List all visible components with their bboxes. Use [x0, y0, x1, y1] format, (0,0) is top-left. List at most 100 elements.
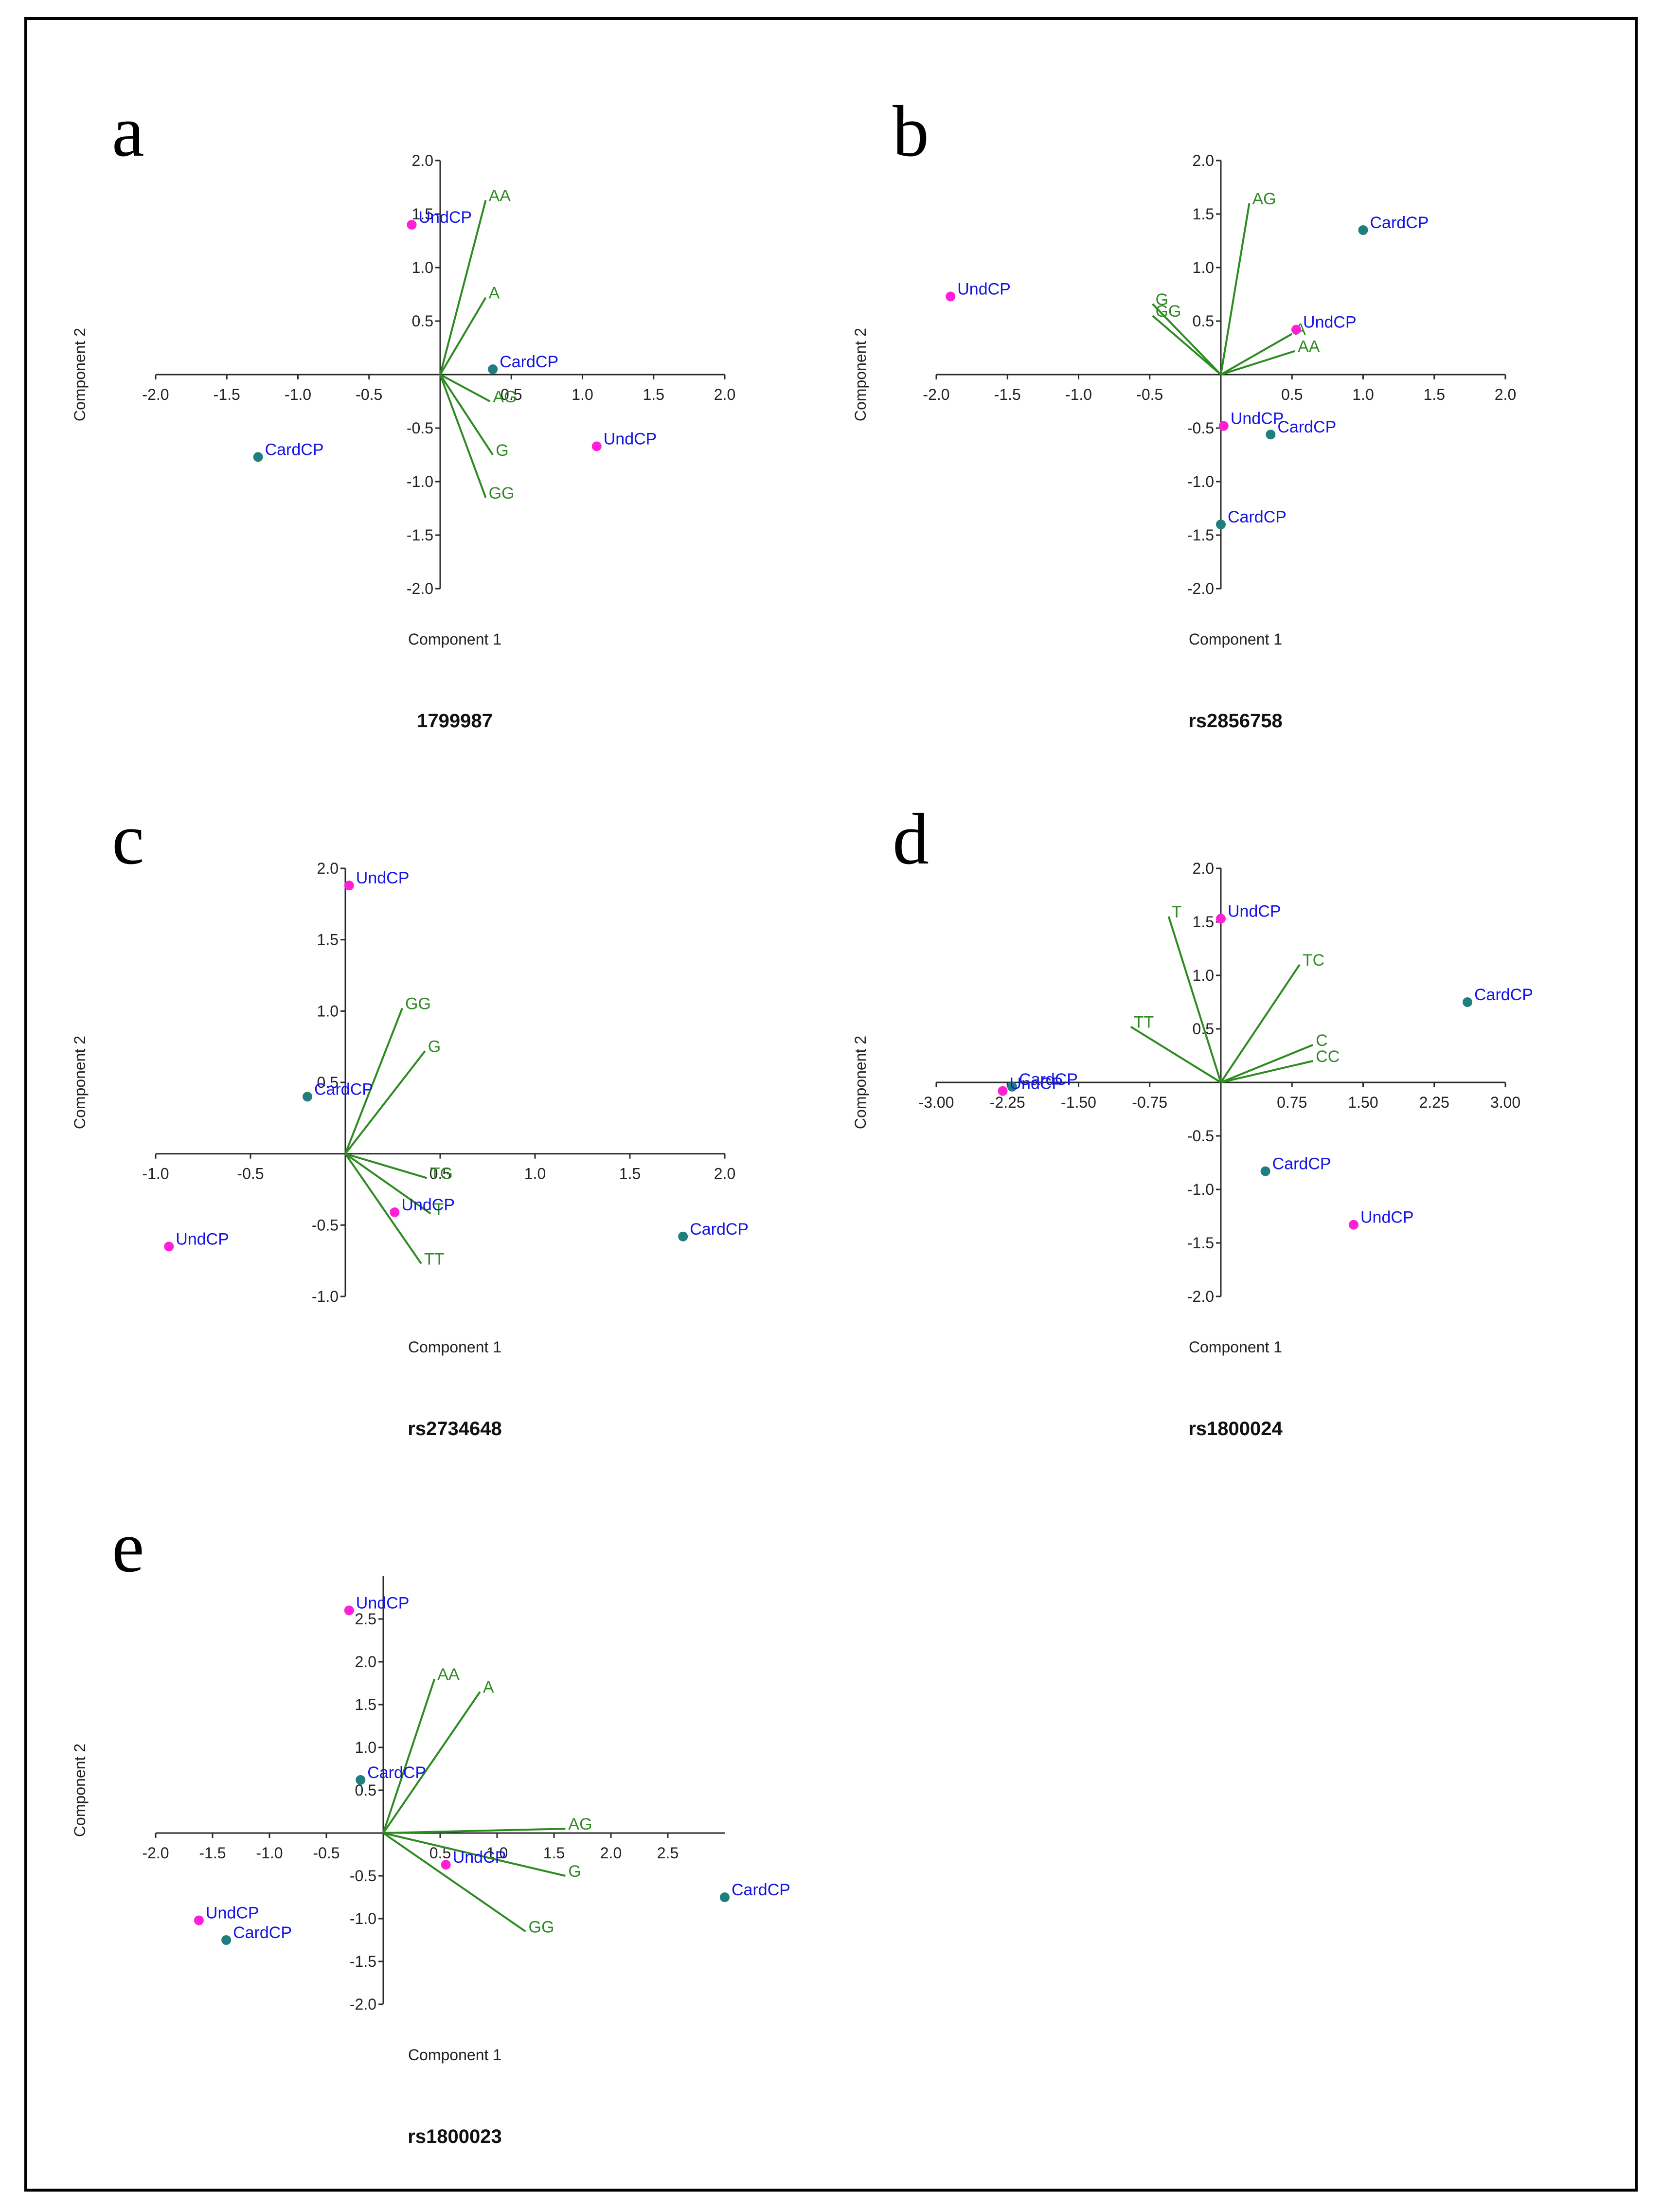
loading-vector [1167, 916, 1222, 1083]
panel-b: b -2.0 -1.5 -1.0 -0.5 0.5 1.0 1.5 2.0 -2.0 -1.5 -1… [829, 39, 1627, 744]
loading-label: CC [1316, 1047, 1340, 1066]
cardcp-point [1216, 520, 1226, 529]
point-label: UndCP [176, 1230, 229, 1248]
loading-vector [1220, 1044, 1313, 1083]
x-tick-label: 1.5 [543, 1844, 565, 1862]
loading-label: G [1156, 290, 1168, 309]
loading-vector [439, 297, 487, 376]
panel-letter: a [112, 91, 144, 172]
panel-c: c -1.0 -0.5 0.5 1.0 1.5 2.0 -1.0 -0.5 0.5 1.0 1.5 2… [49, 747, 846, 1452]
loading-label: GG [529, 1918, 554, 1936]
x-tick-label: 1.0 [1352, 386, 1374, 403]
x-tick-label: -1.0 [142, 1165, 169, 1183]
y-tick-label: -1.0 [350, 1910, 376, 1927]
loading-vector [344, 1007, 403, 1154]
x-tick-label: -0.5 [1136, 386, 1163, 403]
scatter-plot-b: -2.0 -1.5 -1.0 -0.5 0.5 1.0 1.5 2.0 -2.0 -1.5 -1.0… [852, 152, 1516, 732]
y-tick-label: -0.5 [312, 1216, 339, 1234]
x-tick-label: 0.5 [1281, 386, 1303, 403]
cardcp-point [356, 1775, 366, 1785]
point-label: CardCP [233, 1924, 292, 1942]
loading-label: G [568, 1862, 581, 1881]
y-tick-label: 2.0 [412, 152, 433, 169]
x-tick-label: 2.0 [600, 1844, 622, 1862]
point-label: CardCP [1272, 1155, 1331, 1173]
loading-vector [345, 1152, 428, 1179]
y-tick-label: 2.0 [317, 860, 339, 877]
loading-vector [1152, 315, 1222, 376]
point-label: UndCP [604, 430, 657, 448]
point-label: CardCP [314, 1080, 373, 1098]
y-tick-label: 1.0 [317, 1002, 339, 1020]
x-axis-title: Component 1 [408, 1338, 501, 1356]
cardcp-point [1358, 225, 1368, 235]
loading-label: T [434, 1200, 444, 1219]
undcp-point [591, 441, 602, 451]
x-tick-label: 0.5 [500, 386, 522, 403]
point-label: CardCP [367, 1763, 426, 1782]
scatter-plot-e: -2.0 -1.5 -1.0 -0.5 0.5 1.0 1.5 2.0 2.5 -2.0 -1.5 -… [71, 1576, 790, 2147]
x-axis-title: Component 1 [1189, 1338, 1282, 1356]
loading-label: G [496, 441, 508, 460]
loading-label: AG [1252, 190, 1276, 208]
loading-label: GG [405, 994, 431, 1013]
loading-vector [439, 199, 487, 375]
loading-label: AA [1298, 338, 1320, 356]
point-label: UndCP [419, 208, 472, 227]
point-label: UndCP [1010, 1075, 1063, 1093]
y-tick-label: 0.5 [412, 312, 433, 330]
plot-title: rs2734648 [408, 1418, 502, 1439]
y-tick-label: -1.5 [1187, 1234, 1214, 1252]
x-tick-label: -0.75 [1132, 1094, 1167, 1111]
y-tick-label: 1.0 [355, 1739, 376, 1756]
y-axis-title: Component 2 [71, 1036, 89, 1129]
y-tick-label: 2.5 [355, 1610, 376, 1628]
x-tick-label: 2.5 [657, 1844, 679, 1862]
undcp-point [1291, 324, 1302, 335]
x-tick-label: 2.0 [1495, 386, 1516, 403]
loading-label: AG [568, 1815, 592, 1834]
y-axis-title: Component 2 [71, 328, 89, 421]
plot-title: 1799987 [417, 710, 493, 732]
x-tick-label: 1.5 [643, 386, 664, 403]
point-label: CardCP [732, 1881, 790, 1899]
panel-letter: b [893, 91, 929, 172]
loading-label: TC [1303, 951, 1324, 970]
panel-letter: c [112, 799, 144, 880]
x-tick-label: -3.00 [919, 1094, 954, 1111]
cardcp-point [303, 1092, 312, 1102]
undcp-point [164, 1241, 174, 1252]
loading-vector [1130, 1025, 1222, 1083]
y-tick-label: -1.5 [350, 1953, 376, 1970]
loading-label: A [483, 1678, 494, 1697]
undcp-point [441, 1860, 451, 1870]
loading-vector [439, 374, 487, 498]
loading-label: GG [489, 484, 515, 503]
x-tick-label: -2.25 [990, 1094, 1025, 1111]
loading-vector [1220, 964, 1301, 1083]
y-axis-title: Component 2 [71, 1744, 89, 1837]
x-tick-label: -1.0 [256, 1844, 283, 1862]
loading-label: C [1316, 1031, 1328, 1050]
loading-vector [382, 1832, 526, 1933]
undcp-point [1216, 914, 1226, 924]
x-tick-label: 1.0 [524, 1165, 546, 1183]
y-tick-label: 1.5 [355, 1696, 376, 1713]
y-tick-label: 1.5 [412, 205, 433, 223]
point-label: UndCP [1360, 1208, 1414, 1227]
x-axis-title: Component 1 [408, 2046, 501, 2064]
point-label: CardCP [1019, 1070, 1078, 1089]
y-tick-label: -1.5 [1187, 526, 1214, 544]
x-tick-label: 3.00 [1490, 1094, 1520, 1111]
y-tick-label: -0.5 [350, 1867, 376, 1885]
x-tick-label: 0.5 [429, 1165, 451, 1183]
undcp-point [390, 1207, 400, 1217]
cardcp-point [253, 452, 263, 462]
y-tick-label: -1.5 [407, 526, 433, 544]
loading-vector [440, 374, 491, 402]
undcp-point [407, 220, 417, 230]
point-label: CardCP [500, 353, 558, 371]
loading-vector [1152, 303, 1222, 376]
x-tick-label: -0.5 [313, 1844, 340, 1862]
point-label: UndCP [1303, 313, 1357, 332]
